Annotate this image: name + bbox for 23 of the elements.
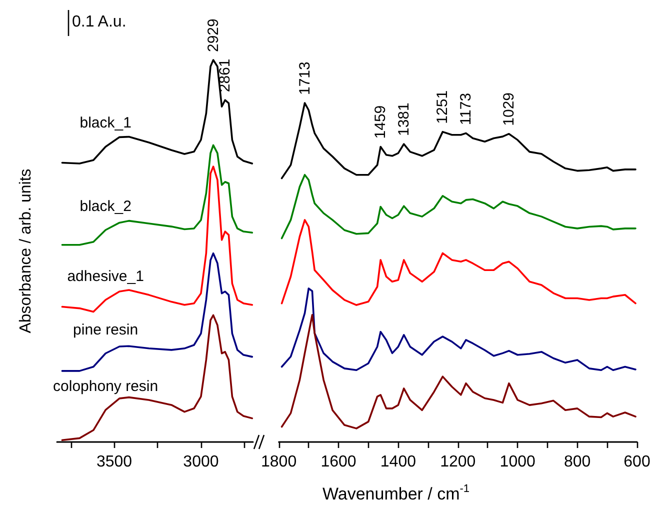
series-label: black_1 <box>80 114 132 132</box>
series-label: colophony resin <box>53 378 158 395</box>
y-axis-title: Absorbance / arb. units <box>18 168 34 334</box>
series-label: adhesive_1 <box>67 268 144 285</box>
annotation: 1251 <box>434 90 452 124</box>
annotation: 1459 <box>372 105 390 139</box>
text: 0.1 A.u. <box>72 14 126 30</box>
x-tick-label: 3000 <box>183 454 219 470</box>
annotation: 1173 <box>457 92 474 126</box>
series-label: black_2 <box>80 198 132 215</box>
annotation: 1713 <box>296 62 314 95</box>
x-tick-label: 800 <box>564 454 591 470</box>
x-tick-label: 600 <box>624 454 650 470</box>
x-tick-label: 1400 <box>380 454 416 470</box>
x-tick-label: 1200 <box>440 454 476 470</box>
series-label: pine resin <box>73 321 138 338</box>
x-tick-label: 1000 <box>500 454 536 470</box>
x-tick-label: 1600 <box>320 454 356 470</box>
annotation: 2929 <box>204 18 222 52</box>
x-tick-label: 3500 <box>96 454 132 470</box>
annotation: 1381 <box>395 102 412 136</box>
annotation: 1029 <box>500 92 518 126</box>
x-tick-label: 1800 <box>261 454 297 470</box>
